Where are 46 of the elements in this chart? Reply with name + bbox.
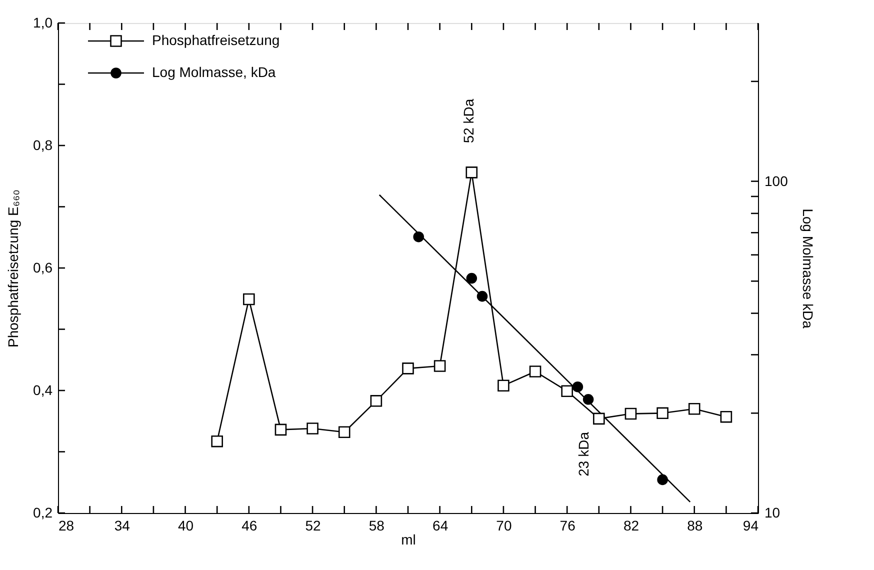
x-tick-label: 34 xyxy=(114,518,130,534)
point xyxy=(657,474,668,486)
point xyxy=(338,426,350,438)
annotation: 23 kDa xyxy=(575,432,592,476)
x-tick-label: 58 xyxy=(368,518,385,534)
x-tick-label: 46 xyxy=(242,518,258,534)
point xyxy=(306,422,318,434)
annotation: 52 kDa xyxy=(460,98,477,144)
legend-label: Phosphatfreisetzung xyxy=(152,32,280,48)
x-tick-label: 76 xyxy=(560,518,576,534)
point xyxy=(434,360,446,372)
x-tick-label: 88 xyxy=(687,518,703,534)
x-tick-label: 94 xyxy=(742,518,759,534)
point xyxy=(561,385,573,398)
point xyxy=(211,435,223,448)
y-tick-label: 0,4 xyxy=(33,382,53,398)
point xyxy=(402,362,414,374)
y-tick-label: 0,8 xyxy=(33,137,53,153)
x-tick-label: 82 xyxy=(623,518,640,534)
point xyxy=(624,408,637,420)
point xyxy=(466,166,478,178)
y2-axis-title: Log Molmasse kDa xyxy=(800,208,816,329)
x-tick-label: 70 xyxy=(496,518,512,534)
y-tick-label: 0,2 xyxy=(33,504,53,520)
x-tick-label: 40 xyxy=(178,518,194,534)
point xyxy=(656,407,668,420)
x-tick-label: 28 xyxy=(58,518,74,534)
y-tick-label: 1,0 xyxy=(33,14,53,30)
y2-tick-label: 100 xyxy=(764,172,788,189)
point xyxy=(498,380,510,392)
y2-tick-label: 10 xyxy=(764,504,780,520)
x-tick-label: 64 xyxy=(432,518,448,534)
legend-label: Log Molmasse, kDa xyxy=(152,64,276,80)
point xyxy=(593,412,605,425)
y-axis-title: Phosphatfreisetzung E₆₆₀ xyxy=(5,189,22,348)
point xyxy=(688,402,700,415)
y-tick-label: 0,6 xyxy=(33,260,53,276)
point xyxy=(413,231,424,242)
point xyxy=(243,293,255,306)
point xyxy=(720,410,732,423)
point xyxy=(274,424,287,436)
x-axis-title: ml xyxy=(401,532,416,548)
point xyxy=(529,366,542,378)
x-tick-label: 52 xyxy=(305,518,322,534)
point xyxy=(370,395,382,407)
point xyxy=(466,272,478,284)
